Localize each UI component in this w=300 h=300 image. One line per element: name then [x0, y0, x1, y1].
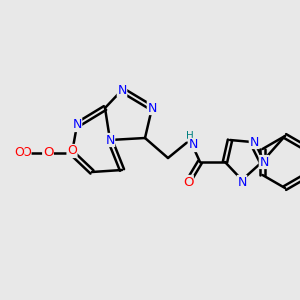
Text: N: N	[188, 139, 198, 152]
Text: O: O	[21, 146, 31, 160]
Text: N: N	[105, 134, 115, 146]
Text: H: H	[186, 131, 194, 141]
Text: N: N	[147, 101, 157, 115]
Text: N: N	[117, 83, 127, 97]
Text: O: O	[43, 146, 53, 160]
Text: O: O	[14, 146, 24, 160]
Text: O: O	[183, 176, 193, 188]
Text: N: N	[237, 176, 247, 188]
Text: N: N	[259, 155, 269, 169]
Text: N: N	[249, 136, 259, 148]
Text: O: O	[67, 145, 77, 158]
Text: N: N	[72, 118, 82, 131]
